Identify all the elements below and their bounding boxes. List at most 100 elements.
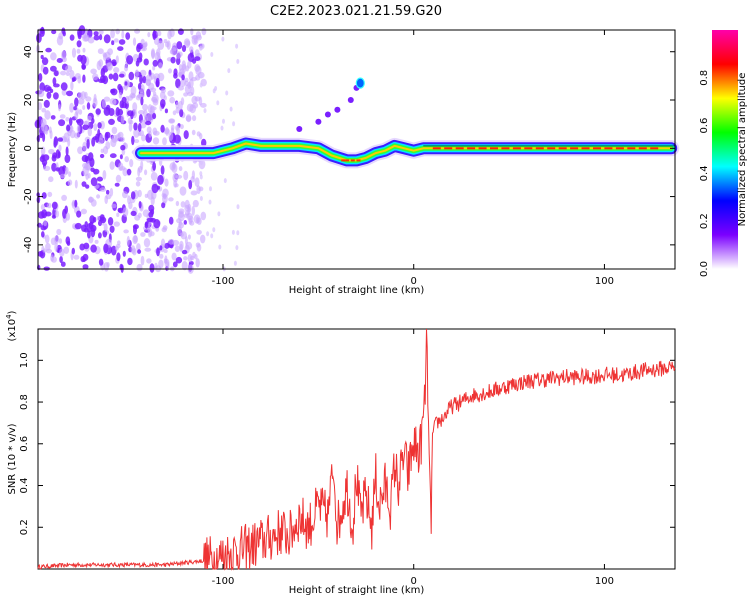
scatter-point bbox=[176, 57, 181, 66]
scatter-point bbox=[145, 78, 152, 86]
scatter-point bbox=[106, 62, 113, 71]
scatter-point bbox=[132, 102, 138, 112]
snr-series-line bbox=[37, 328, 676, 571]
scatter-point bbox=[48, 126, 52, 134]
scatter-point bbox=[74, 111, 79, 120]
scatter-point bbox=[180, 201, 186, 208]
scatter-point bbox=[196, 229, 202, 235]
scatter-point bbox=[51, 155, 57, 162]
scatter-point bbox=[233, 260, 237, 266]
scatter-point bbox=[160, 165, 165, 175]
scatter-point bbox=[192, 115, 197, 122]
scatter-point bbox=[212, 227, 216, 233]
scatter-point bbox=[170, 56, 176, 64]
scatter-point bbox=[188, 179, 193, 190]
scatter-point bbox=[137, 83, 142, 90]
scatter-point bbox=[210, 52, 214, 57]
scatter-point bbox=[134, 139, 140, 144]
scatter-point bbox=[65, 65, 73, 73]
scatter-point bbox=[93, 123, 98, 131]
scatter-point bbox=[65, 146, 69, 156]
scatter-point bbox=[115, 244, 121, 249]
scatter-point bbox=[102, 52, 107, 58]
scatter-point bbox=[139, 119, 147, 129]
scatter-point bbox=[85, 184, 90, 189]
ridge-peak-mark bbox=[650, 147, 659, 150]
scatter-point bbox=[156, 30, 162, 37]
snr-axis-ticks: -100 0 100 0.2 0.4 0.6 0.8 1.0 bbox=[19, 329, 675, 587]
scatter-point bbox=[173, 68, 178, 76]
scatter-point bbox=[86, 138, 90, 149]
scatter-point bbox=[159, 245, 163, 251]
scatter-point bbox=[126, 235, 130, 246]
scatter-point bbox=[175, 107, 180, 114]
scatter-point bbox=[71, 77, 75, 82]
scatter-point bbox=[39, 27, 45, 37]
scatter-point bbox=[148, 211, 154, 218]
scatter-point bbox=[177, 85, 184, 91]
scatter-point bbox=[118, 162, 124, 171]
scatter-point bbox=[77, 92, 84, 100]
scatter-point bbox=[132, 248, 137, 256]
scatter-point bbox=[50, 65, 57, 72]
scatter-point bbox=[61, 56, 67, 63]
scatter-point bbox=[172, 239, 180, 246]
scatter-point bbox=[164, 242, 170, 249]
scatter-point bbox=[82, 35, 89, 42]
scatter-point bbox=[41, 231, 45, 238]
scatter-point bbox=[181, 261, 188, 271]
scatter-point bbox=[227, 68, 231, 74]
scatter-point bbox=[44, 110, 51, 120]
scatter-point bbox=[117, 132, 121, 139]
scatter-point bbox=[221, 36, 225, 42]
scatter-point bbox=[124, 156, 129, 163]
scatter-point bbox=[69, 69, 75, 80]
scatter-point bbox=[134, 28, 141, 34]
scatter-point bbox=[69, 34, 75, 41]
scatter-point bbox=[45, 242, 51, 251]
scatter-point bbox=[76, 124, 81, 133]
scatter-point bbox=[53, 70, 59, 77]
scatter-point bbox=[169, 49, 174, 55]
scatter-point bbox=[42, 66, 49, 75]
scatter-point bbox=[147, 227, 153, 238]
scatter-point bbox=[45, 47, 52, 53]
scatter-point bbox=[236, 230, 240, 236]
scatter-point bbox=[178, 166, 183, 172]
scatter-point bbox=[199, 133, 203, 140]
scatter-point bbox=[157, 40, 165, 50]
scatter-point bbox=[149, 263, 155, 273]
scatter-point bbox=[164, 108, 168, 114]
scatter-point bbox=[96, 216, 101, 221]
scatter-point bbox=[172, 261, 178, 268]
scatter-point bbox=[74, 97, 79, 107]
scatter-point bbox=[74, 179, 78, 189]
scatter-point bbox=[82, 47, 86, 53]
streak-point bbox=[324, 111, 331, 118]
scatter-point bbox=[82, 141, 88, 152]
scatter-point bbox=[117, 208, 122, 213]
scatter-point bbox=[152, 59, 159, 67]
scatter-point bbox=[143, 58, 149, 66]
scatter-point bbox=[63, 132, 70, 143]
chart-title: C2E2.2023.021.21.59.G20 bbox=[270, 4, 442, 19]
scatter-point bbox=[127, 195, 131, 205]
scatter-point bbox=[175, 78, 181, 89]
scatter-point bbox=[95, 133, 100, 143]
scatter-point bbox=[46, 202, 52, 209]
scatter-point bbox=[90, 177, 98, 187]
scatter-point bbox=[110, 137, 117, 148]
scatter-point bbox=[90, 68, 97, 75]
scatter-point bbox=[106, 189, 110, 195]
scatter-point bbox=[174, 183, 179, 188]
colorbar-tick-label: 0.8 bbox=[699, 70, 710, 86]
scatter-point bbox=[152, 162, 157, 171]
scatter-point bbox=[236, 59, 240, 64]
scatter-point bbox=[147, 189, 154, 200]
scatter-point bbox=[41, 57, 49, 66]
scatter-point bbox=[222, 118, 225, 124]
scatter-point bbox=[70, 81, 74, 91]
y-tick-label: 1.0 bbox=[19, 352, 30, 368]
y-tick-label: 40 bbox=[23, 45, 34, 58]
streak-point bbox=[334, 106, 341, 113]
